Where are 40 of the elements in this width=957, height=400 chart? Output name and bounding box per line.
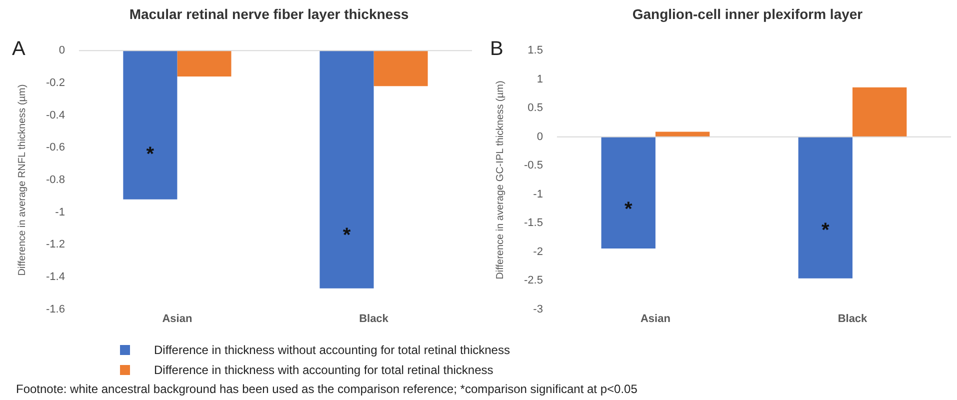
- y-tick-label: -1.5: [524, 217, 543, 230]
- y-tick-label: -0.4: [46, 109, 65, 122]
- bar: [655, 132, 710, 137]
- y-tick-label: -1.4: [46, 271, 65, 284]
- y-tick-label: -1.6: [46, 303, 65, 316]
- y-tick-label: -3: [533, 303, 543, 316]
- y-tick-label: 0.5: [528, 102, 543, 114]
- y-tick-label: -0.8: [46, 174, 65, 186]
- legend-label: Difference in thickness with accounting for total retinal thickness: [154, 363, 494, 377]
- annotation: *: [146, 143, 154, 166]
- bar: [852, 87, 907, 137]
- y-tick-label: -0.6: [46, 142, 65, 154]
- y-tick-label: 0: [58, 44, 65, 57]
- y-tick-label: -0.2: [46, 76, 65, 89]
- y-tick-label: -2.5: [524, 274, 543, 287]
- y-axis-title: Difference in average RNFL thickness (µm): [16, 84, 28, 276]
- y-tick-label: -2: [533, 246, 543, 258]
- annotation: *: [822, 220, 830, 242]
- y-tick-label: -1: [533, 188, 543, 200]
- x-tick-label: Asian: [640, 313, 671, 326]
- y-tick-label: -1: [55, 206, 65, 218]
- bar: [798, 136, 852, 278]
- text: Footnote: white ancestral background has been used as the comparison reference; *comparison significant at p<0.05: [16, 382, 638, 396]
- x-tick-label: Asian: [162, 313, 192, 326]
- annotation: *: [342, 224, 351, 246]
- chart-title: Ganglion-cell inner plexiform layer: [631, 6, 864, 22]
- text: A: [12, 38, 26, 61]
- text: B: [490, 38, 504, 61]
- y-tick-label: 0: [536, 130, 543, 143]
- y-tick-label: 1: [536, 73, 543, 86]
- chart-title: Macular retinal nerve fiber layer thickness: [128, 6, 410, 22]
- annotation: *: [624, 198, 632, 220]
- y-tick-label: 1.5: [528, 44, 543, 57]
- y-tick-label: -0.5: [524, 160, 543, 172]
- x-tick-label: Black: [359, 313, 390, 326]
- y-tick-label: -1.2: [46, 238, 65, 251]
- bar: [601, 136, 656, 248]
- x-tick-label: Black: [838, 313, 868, 326]
- y-axis-title: Difference in average GC-IPL thickness (µm): [494, 80, 506, 280]
- legend-label: Difference in thickness without accounting for total retinal thickness: [154, 343, 510, 357]
